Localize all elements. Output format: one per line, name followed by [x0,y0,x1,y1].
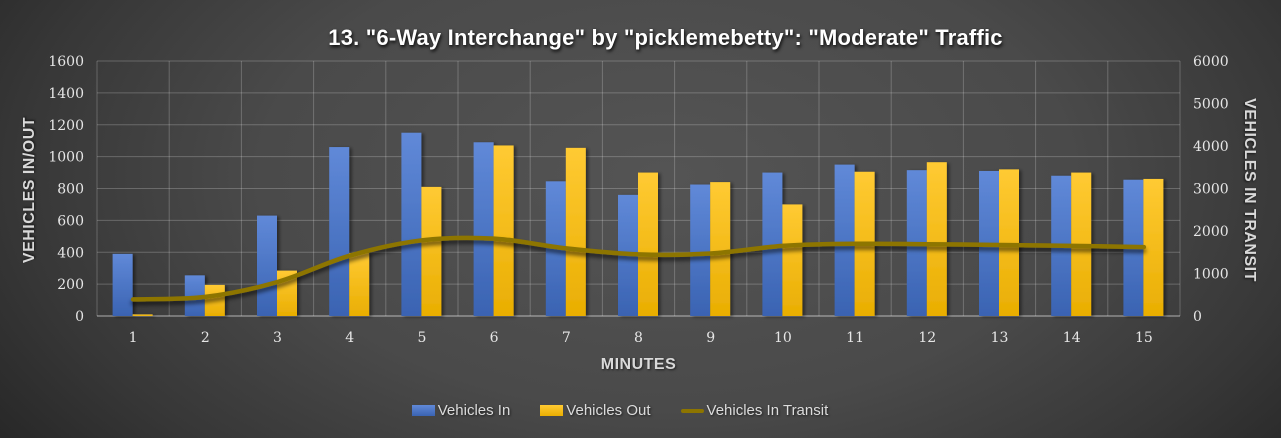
y-right-tick-2000: 2000 [1193,224,1229,240]
y-right-tick-4000: 4000 [1193,139,1229,155]
x-tick-12: 12 [918,330,936,346]
y-left-tick-1200: 1200 [48,118,84,134]
x-tick-14: 14 [1063,330,1081,346]
bar-vehicles-in-11 [834,164,855,316]
bar-vehicles-in-5 [401,132,422,316]
bar-vehicles-out-8 [638,172,658,316]
bar-vehicles-out-7 [565,147,586,316]
bar-vehicles-out-1 [132,314,153,316]
y-right-tick-3000: 3000 [1193,182,1229,198]
x-tick-1: 1 [129,330,138,346]
legend-label-vehicles-in-transit: Vehicles In Transit [706,402,829,419]
bar-vehicles-in-6 [473,142,494,316]
x-tick-9: 9 [706,330,715,346]
x-tick-7: 7 [562,330,571,346]
legend-item-vehicles-out: Vehicles Out [540,402,651,419]
y-right-tick-1000: 1000 [1193,267,1229,283]
vehicles-in-transit-swatch-icon [680,408,704,413]
y-left-tick-800: 800 [57,182,84,198]
y-right-tick-0: 0 [1193,309,1202,325]
x-tick-10: 10 [774,330,792,346]
y-right-tick-6000: 6000 [1193,54,1229,70]
bar-vehicles-in-3 [257,215,277,316]
y-left-tick-200: 200 [57,277,84,293]
legend-label-vehicles-out: Vehicles Out [566,402,651,419]
bar-vehicles-out-10 [782,204,803,316]
y-right-tick-5000: 5000 [1193,97,1229,113]
x-tick-4: 4 [345,330,354,346]
y-left-tick-1000: 1000 [48,150,84,166]
bar-vehicles-out-6 [493,145,514,316]
x-tick-13: 13 [991,330,1009,346]
legend-item-vehicles-in-transit: Vehicles In Transit [680,402,829,419]
bar-vehicles-in-9 [690,184,711,316]
x-tick-8: 8 [634,330,643,346]
legend: Vehicles In Vehicles Out Vehicles In Tra… [0,402,1240,419]
x-tick-3: 3 [273,330,282,346]
legend-label-vehicles-in: Vehicles In [437,402,511,419]
right-axis-title: VEHICLES IN TRANSIT [1241,98,1258,282]
x-tick-15: 15 [1135,330,1153,346]
x-axis-title: MINUTES [600,356,677,373]
x-tick-5: 5 [417,330,426,346]
bar-vehicles-out-15 [1143,178,1164,316]
bar-series [112,132,1164,316]
y-left-tick-600: 600 [57,213,84,229]
bar-vehicles-out-13 [999,169,1019,316]
bar-vehicles-out-5 [421,186,442,316]
left-axis-title: VEHICLES IN/OUT [21,116,38,264]
legend-item-vehicles-in: Vehicles In [411,402,511,419]
x-tick-2: 2 [201,330,210,346]
bar-vehicles-out-12 [926,162,947,316]
x-tick-6: 6 [490,330,499,346]
tick-labels: 0200400600800100012001400160001000200030… [48,54,1228,346]
y-left-tick-1400: 1400 [48,86,84,102]
vehicles-in-transit-line [130,235,1147,302]
bar-vehicles-in-1 [112,253,133,316]
y-left-tick-0: 0 [75,309,84,325]
bar-vehicles-out-4 [349,253,370,316]
bar-vehicles-out-2 [204,284,225,316]
x-tick-11: 11 [846,330,864,346]
y-left-tick-1600: 1600 [48,54,84,70]
vehicles-in-swatch-icon [411,405,435,416]
bar-vehicles-out-9 [710,182,731,316]
bar-vehicles-in-4 [329,147,350,316]
chart-title: 13. "6-Way Interchange" by "picklemebett… [328,25,1003,50]
y-left-tick-400: 400 [57,245,84,261]
bar-vehicles-in-10 [762,172,783,316]
vehicles-out-swatch-icon [540,405,564,416]
